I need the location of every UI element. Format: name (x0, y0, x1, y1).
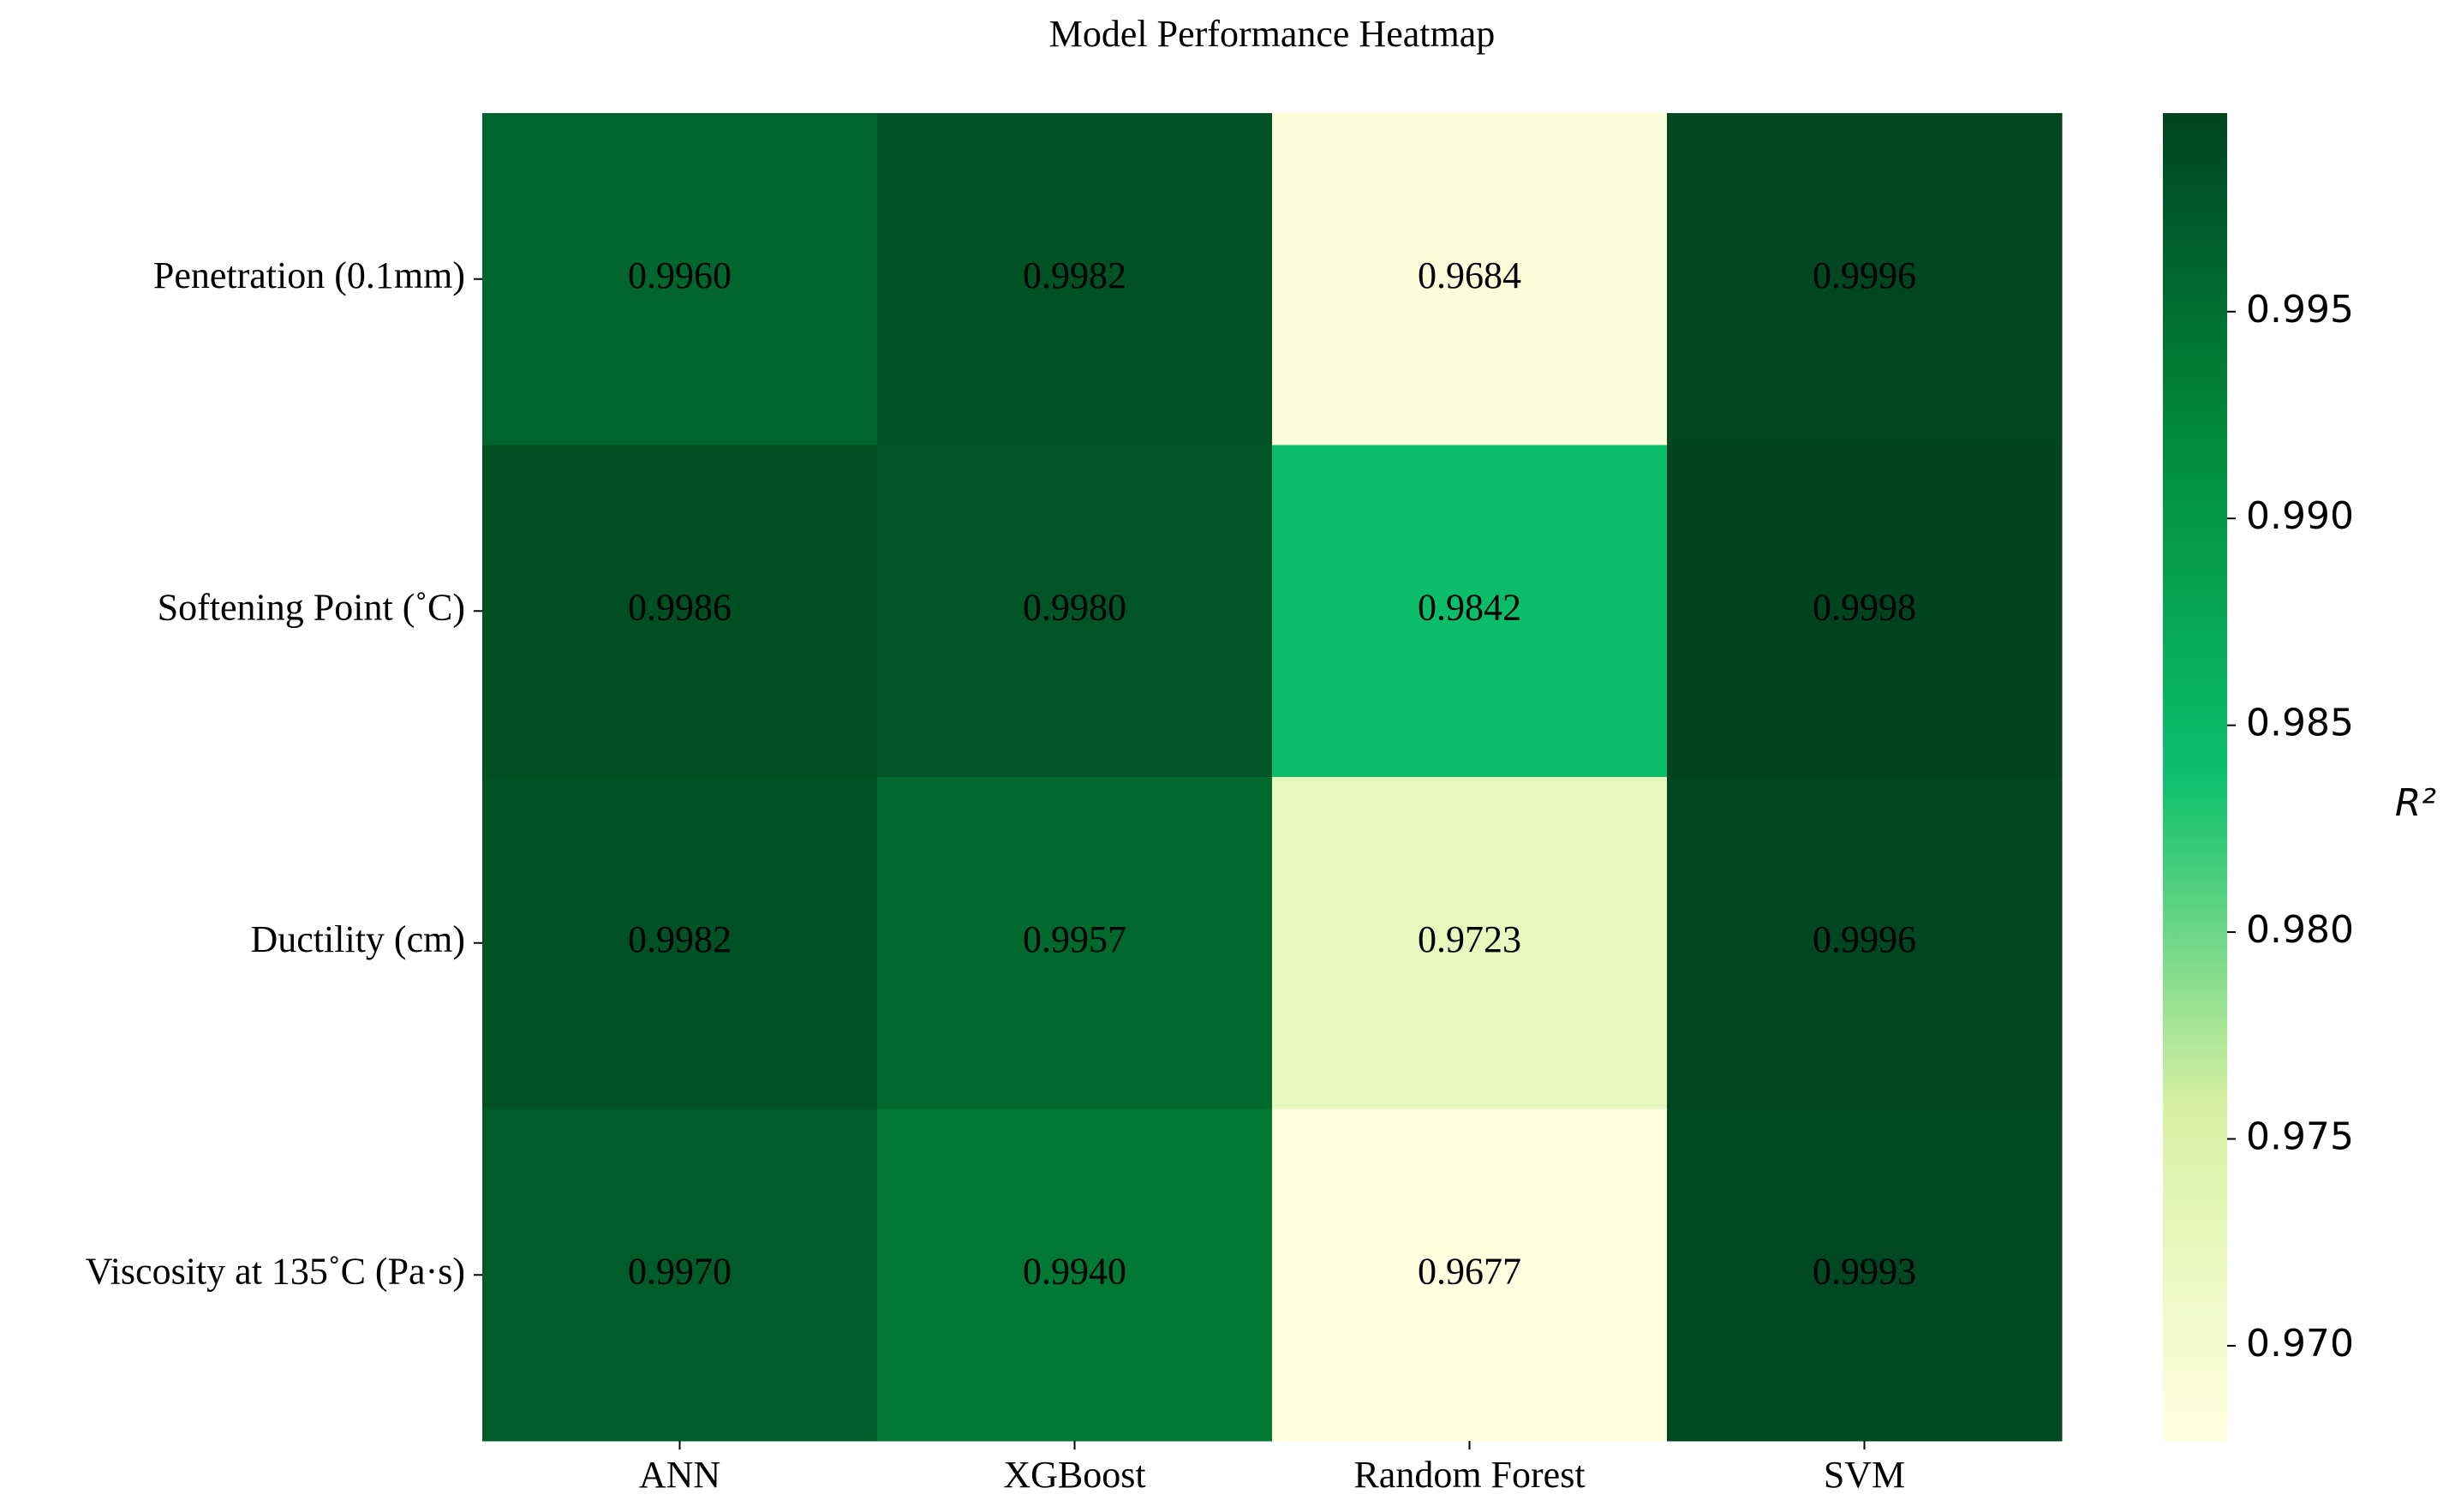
cell-label: 0.9980 (1023, 586, 1126, 628)
cell-label: 0.9970 (628, 1250, 732, 1292)
cell-label: 0.9677 (1418, 1250, 1521, 1292)
cell-label: 0.9940 (1023, 1250, 1126, 1292)
heatmap-cell (1272, 113, 1668, 445)
colorbar: 0.970 0.975 0.980 0.985 0.990 0.995 R² (2163, 113, 2436, 1441)
heatmap-cell (1667, 113, 2063, 445)
cell-label: 0.9982 (1023, 254, 1126, 296)
cell-label: 0.9723 (1418, 918, 1521, 960)
heatmap-cell (877, 445, 1273, 778)
heatmap-cell (877, 113, 1273, 445)
colorbar-tick-label: 0.980 (2246, 908, 2354, 952)
heatmap-cell (482, 445, 878, 778)
heatmap-cell (482, 1109, 878, 1442)
chart-title: Model Performance Heatmap (1049, 13, 1495, 55)
cell-label: 0.9993 (1813, 1250, 1916, 1292)
y-tick-label: Viscosity at 135˚C (Pa·s) (86, 1250, 465, 1292)
x-tick-label: SVM (1824, 1454, 1905, 1496)
cell-label: 0.9986 (628, 586, 732, 628)
y-tick-label: Penetration (0.1mm) (153, 254, 465, 296)
colorbar-tick-label: 0.990 (2246, 494, 2354, 538)
colorbar-label: R² (2395, 781, 2436, 825)
cell-label: 0.9998 (1813, 586, 1916, 628)
x-tick-label: XGBoost (1003, 1454, 1145, 1496)
heatmap-cell (482, 777, 878, 1109)
heatmap-cell (1667, 1109, 2063, 1442)
colorbar-tick-label: 0.995 (2246, 288, 2354, 332)
heatmap-cell (877, 1109, 1273, 1442)
x-tick-label: Random Forest (1353, 1454, 1585, 1496)
colorbar-tick-label: 0.975 (2246, 1115, 2354, 1159)
heatmap-cell (877, 777, 1273, 1109)
colorbar-tick-label: 0.970 (2246, 1322, 2354, 1366)
y-tick-label: Softening Point (˚C) (158, 586, 465, 628)
cell-label: 0.9842 (1418, 586, 1521, 628)
heatmap-cell (1272, 1109, 1668, 1442)
cell-label: 0.9982 (628, 918, 732, 960)
heatmap-cell (1272, 777, 1668, 1109)
x-tick-label: ANN (639, 1454, 720, 1496)
cell-label: 0.9960 (628, 254, 732, 296)
heatmap-cell (482, 113, 878, 445)
cell-label: 0.9684 (1418, 254, 1521, 296)
y-tick-label: Ductility (cm) (251, 918, 466, 960)
cell-label: 0.9996 (1813, 918, 1916, 960)
heatmap-cell (1667, 777, 2063, 1109)
colorbar-gradient (2163, 113, 2227, 1441)
cell-label: 0.9996 (1813, 254, 1916, 296)
colorbar-tick-label: 0.985 (2246, 702, 2354, 745)
heatmap-cell (1667, 445, 2063, 778)
heatmap-cell (1272, 445, 1668, 778)
cell-label: 0.9957 (1023, 918, 1126, 960)
